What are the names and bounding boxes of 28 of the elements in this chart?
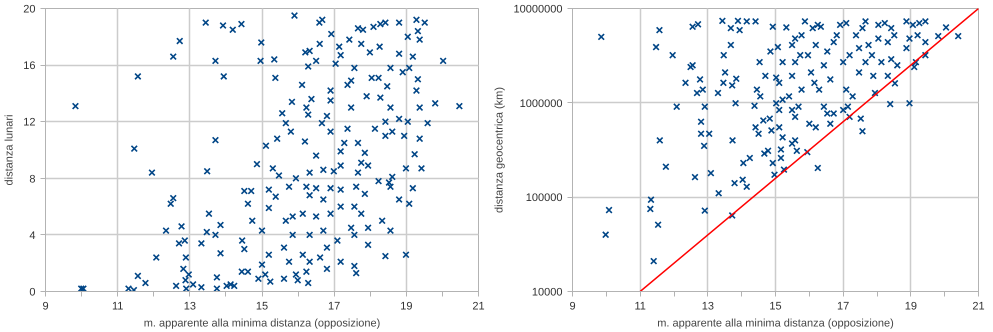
x-tick-label: 21 (472, 300, 485, 312)
x-tick-label: 19 (904, 300, 917, 312)
y-tick-label: 1000000 (520, 98, 563, 110)
y-tick-label: 16 (23, 60, 36, 72)
y-tick-label: 8 (29, 173, 36, 186)
x-tick-label: 9 (569, 300, 576, 312)
x-axis-title: m. apparente alla minima distanza (opposizione) (657, 318, 894, 330)
y-tick-label: 4 (29, 230, 36, 242)
x-tick-label: 15 (256, 300, 268, 312)
y-axis-title: distanza lunari (3, 114, 16, 186)
y-tick-label: 0 (29, 286, 36, 298)
x-tick-label: 9 (42, 300, 49, 312)
x-tick-label: 17 (328, 300, 340, 312)
x-tick-label: 17 (837, 300, 850, 312)
y-tick-label: 20 (23, 4, 36, 16)
y-tick-label: 10000000 (514, 4, 563, 16)
x-axis-title: m. apparente alla minima distanza (opposizione) (144, 318, 380, 330)
x-tick-label: 11 (634, 300, 646, 312)
x-tick-label: 19 (400, 300, 412, 312)
x-tick-label: 11 (112, 300, 124, 312)
y-tick-label: 100000 (526, 192, 563, 204)
y-tick-label: 10000 (532, 286, 563, 298)
x-tick-label: 15 (769, 300, 782, 312)
x-tick-label: 13 (184, 300, 196, 312)
y-axis-title: distanza geocentrica (km) (494, 87, 506, 213)
y-tick-label: 12 (23, 116, 36, 129)
x-tick-label: 13 (702, 300, 714, 312)
x-tick-label: 21 (972, 300, 985, 312)
